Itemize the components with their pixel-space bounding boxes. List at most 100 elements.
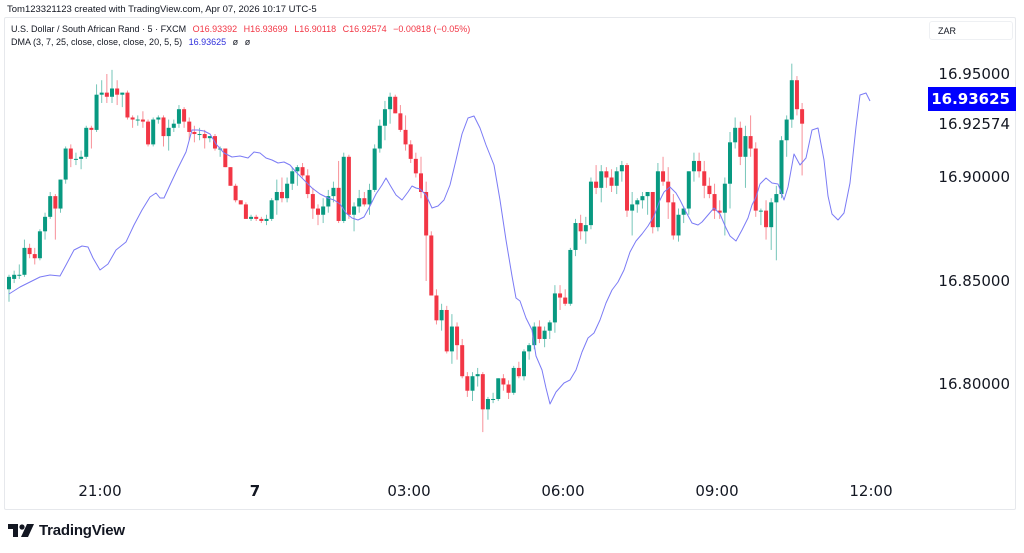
candle-body[interactable] [264,218,269,221]
candle-body[interactable] [7,276,11,290]
candle-body[interactable] [470,376,475,391]
candle-body[interactable] [63,148,68,180]
candle-body[interactable] [305,175,310,195]
candle-body[interactable] [444,309,449,352]
candle-body[interactable] [522,351,526,377]
candle-body[interactable] [249,216,254,219]
candle-body[interactable] [527,345,532,352]
candle-body[interactable] [583,225,588,232]
candle-body[interactable] [424,191,429,236]
candle-body[interactable] [475,374,480,377]
candle-body[interactable] [655,171,660,228]
candle-body[interactable] [753,148,758,211]
candle-body[interactable] [779,140,784,195]
candle-body[interactable] [357,198,362,207]
candle-body[interactable] [197,134,202,136]
candle-body[interactable] [89,127,94,130]
candle-body[interactable] [614,171,619,186]
candle-body[interactable] [243,204,248,219]
candle-body[interactable] [58,179,63,209]
candle-body[interactable] [547,322,552,331]
candle-body[interactable] [27,247,32,255]
candle-body[interactable] [691,160,696,172]
candle-body[interactable] [434,295,439,321]
candle-body[interactable] [94,94,99,130]
candle-body[interactable] [686,171,691,209]
candle-body[interactable] [156,117,161,120]
candle-body[interactable] [501,378,506,385]
candle-body[interactable] [43,216,48,232]
candle-body[interactable] [449,326,454,352]
candle-body[interactable] [22,247,27,275]
candle-body[interactable] [171,123,176,128]
candle-body[interactable] [465,376,470,391]
candle-body[interactable] [17,274,22,276]
candle-body[interactable] [588,181,593,226]
candle-body[interactable] [403,129,408,145]
candle-body[interactable] [408,144,413,159]
candle-body[interactable] [398,113,403,130]
candle-body[interactable] [599,171,604,188]
candle-body[interactable] [32,254,37,259]
candle-body[interactable] [274,191,279,201]
candle-body[interactable] [542,330,547,339]
candle-body[interactable] [135,119,140,121]
candle-body[interactable] [125,92,130,118]
candle-body[interactable] [681,208,686,215]
candle-body[interactable] [552,293,557,323]
candle-body[interactable] [697,160,702,172]
candle-body[interactable] [758,210,763,212]
candle-body[interactable] [326,196,331,207]
candle-body[interactable] [300,167,305,176]
candle-body[interactable] [774,194,779,203]
candle-body[interactable] [187,121,192,132]
candle-body[interactable] [455,326,460,346]
candle-body[interactable] [661,171,666,182]
candle-body[interactable] [738,127,743,157]
candle-body[interactable] [166,127,171,137]
candle-body[interactable] [794,80,799,110]
candle-body[interactable] [764,210,769,228]
candle-body[interactable] [511,367,516,393]
candle-body[interactable] [192,131,197,135]
candle-body[interactable] [238,200,243,205]
candle-body[interactable] [290,171,295,184]
candle-body[interactable] [604,171,609,178]
candle-body[interactable] [558,293,563,298]
candle-body[interactable] [609,177,614,186]
candle-body[interactable] [382,109,387,126]
candle-body[interactable] [279,191,284,199]
candle-body[interactable] [12,274,17,279]
candle-body[interactable] [516,367,521,377]
candle-body[interactable] [202,134,207,139]
candle-body[interactable] [506,384,511,393]
candle-body[interactable] [439,309,444,321]
candle-body[interactable] [73,158,78,160]
candle-body[interactable] [367,189,372,205]
candle-body[interactable] [568,249,573,304]
candle-body[interactable] [120,92,125,95]
candle-body[interactable] [352,206,357,215]
candle-body[interactable] [346,156,351,215]
candle-body[interactable] [429,235,434,296]
candle-body[interactable] [717,210,722,213]
candle-body[interactable] [650,191,655,228]
candle-body[interactable] [331,187,336,197]
candle-body[interactable] [37,231,42,259]
candle-body[interactable] [485,398,490,410]
candle-body[interactable] [800,109,805,124]
candle-body[interactable] [341,156,346,221]
candle-body[interactable] [321,206,326,215]
indicator-name[interactable]: DMA (3, 7, 25, close, close, close, 20, … [11,37,183,47]
candle-body[interactable] [99,92,104,95]
candle-body[interactable] [151,119,156,145]
candle-body[interactable] [707,185,712,195]
candle-body[interactable] [480,374,485,410]
candle-body[interactable] [161,117,166,137]
candle-body[interactable] [419,173,423,192]
candle-body[interactable] [336,187,341,221]
candle-body[interactable] [563,297,568,304]
candle-body[interactable] [784,119,789,141]
candle-body[interactable] [537,326,542,339]
